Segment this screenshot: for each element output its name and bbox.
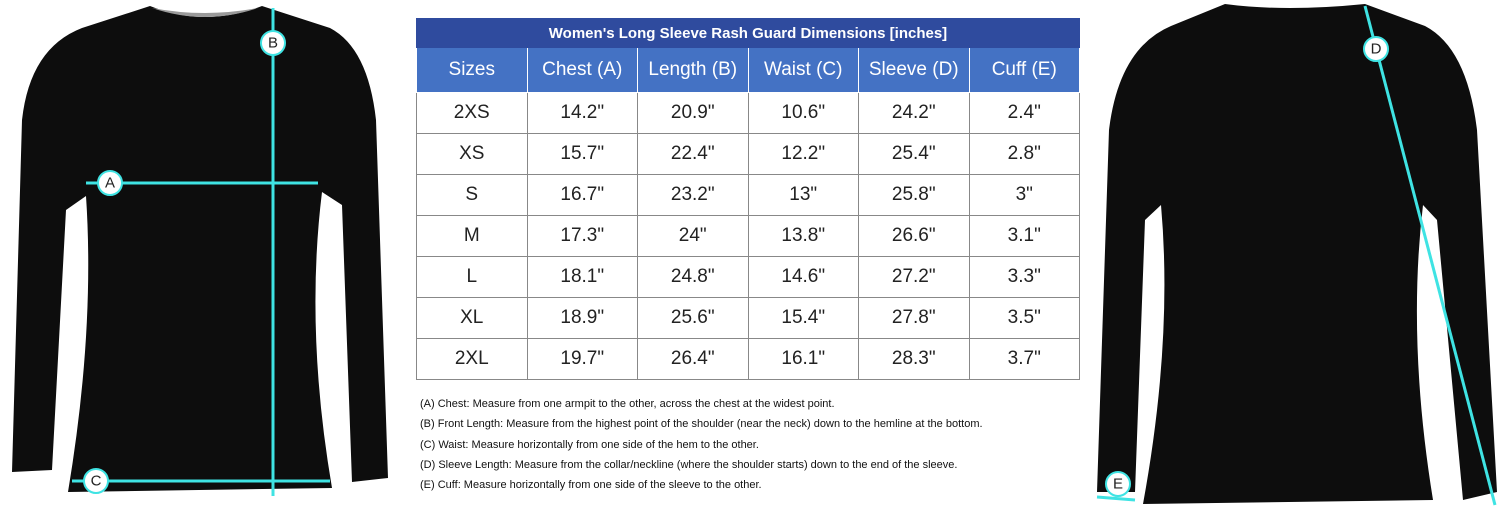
- table-cell: 2.8": [968, 133, 1080, 175]
- table-cell: 19.7": [526, 338, 638, 380]
- table-row: 2XS 14.2" 20.9" 10.6" 24.2" 2.4": [416, 92, 1080, 134]
- shirt-body: [12, 6, 388, 492]
- table-cell: 22.4": [637, 133, 749, 175]
- table-cell: 3": [968, 174, 1080, 216]
- table-row: XL 18.9" 25.6" 15.4" 27.8" 3.5": [416, 297, 1080, 339]
- label-text: B: [268, 35, 278, 52]
- table-cell: 13.8": [747, 215, 859, 257]
- table-cell: 3.5": [968, 297, 1080, 339]
- label-a: A: [97, 170, 123, 196]
- table-cell: 16.1": [747, 338, 859, 380]
- table-cell: L: [416, 256, 528, 298]
- table-cell: 12.2": [747, 133, 859, 175]
- column-header: Cuff (E): [968, 47, 1080, 93]
- table-cell: 23.2": [637, 174, 749, 216]
- label-text: A: [105, 175, 115, 192]
- label-text: E: [1113, 476, 1123, 493]
- header-row: Sizes Chest (A) Length (B) Waist (C) Sleeve …: [416, 47, 1080, 93]
- column-header: Length (B): [637, 47, 749, 93]
- note: (B) Front Length: Measure from the highe…: [420, 418, 983, 431]
- table-cell: 14.2": [526, 92, 638, 134]
- back-shirt: D E: [1096, 4, 1497, 506]
- label-text: C: [91, 473, 102, 490]
- table-cell: 16.7": [526, 174, 638, 216]
- table-body: 2XS 14.2" 20.9" 10.6" 24.2" 2.4" XS 15.7" 22.4" 1…: [416, 92, 1080, 380]
- shirt-body: [1097, 4, 1497, 504]
- table-cell: 14.6": [747, 256, 859, 298]
- table-cell: 20.9": [637, 92, 749, 134]
- table-cell: 2XL: [416, 338, 528, 380]
- table-cell: 28.3": [858, 338, 970, 380]
- table-cell: 15.7": [526, 133, 638, 175]
- sleeve-line: [1363, 5, 1497, 506]
- table-row: 2XL 19.7" 26.4" 16.1" 28.3" 3.7": [416, 338, 1080, 380]
- label-e: E: [1105, 471, 1131, 497]
- notes: (A) Chest: Measure from one armpit to th…: [420, 398, 983, 499]
- table-cell: 26.6": [858, 215, 970, 257]
- table-cell: 10.6": [747, 92, 859, 134]
- note: (C) Waist: Measure horizontally from one…: [420, 438, 759, 451]
- label-d: D: [1363, 36, 1389, 62]
- table-cell: 18.9": [526, 297, 638, 339]
- table-cell: 27.8": [858, 297, 970, 339]
- table-cell: 24.2": [858, 92, 970, 134]
- table-cell: 18.1": [526, 256, 638, 298]
- table-cell: XS: [416, 133, 528, 175]
- front-shirt: B A C: [12, 6, 388, 496]
- column-header: Chest (A): [526, 47, 638, 93]
- table-cell: 2.4": [968, 92, 1080, 134]
- table-cell: 25.6": [637, 297, 749, 339]
- column-header: Sleeve (D): [858, 47, 970, 93]
- table-cell: 15.4": [747, 297, 859, 339]
- note: (A) Chest: Measure from one armpit to th…: [420, 398, 835, 410]
- table-title: Women's Long Sleeve Rash Guard Dimension…: [416, 18, 1080, 48]
- table-cell: 3.7": [968, 338, 1080, 380]
- collar: [152, 8, 258, 17]
- table-cell: 2XS: [416, 92, 528, 134]
- table-row: M 17.3" 24" 13.8" 26.6" 3.1": [416, 215, 1080, 257]
- column-header: Waist (C): [747, 47, 859, 93]
- label-text: D: [1371, 41, 1382, 58]
- table-row: XS 15.7" 22.4" 12.2" 25.4" 2.8": [416, 133, 1080, 175]
- label-b: B: [260, 30, 286, 56]
- cuff-line: [1096, 495, 1136, 502]
- table-cell: 24.8": [637, 256, 749, 298]
- table-cell: XL: [416, 297, 528, 339]
- table-cell: M: [416, 215, 528, 257]
- table-cell: 3.3": [968, 256, 1080, 298]
- table-cell: S: [416, 174, 528, 216]
- table-cell: 25.8": [858, 174, 970, 216]
- table-cell: 26.4": [637, 338, 749, 380]
- note: (E) Cuff: Measure horizontally from one …: [420, 479, 762, 492]
- column-header: Sizes: [416, 47, 528, 93]
- label-c: C: [83, 468, 109, 494]
- table-cell: 24": [637, 215, 749, 257]
- table-cell: 17.3": [526, 215, 638, 257]
- table-cell: 27.2": [858, 256, 970, 298]
- table-row: S 16.7" 23.2" 13" 25.8" 3": [416, 174, 1080, 216]
- note: (D) Sleeve Length: Measure from the coll…: [420, 458, 958, 471]
- table-cell: 13": [747, 174, 859, 216]
- table-cell: 25.4": [858, 133, 970, 175]
- table-row: L 18.1" 24.8" 14.6" 27.2" 3.3": [416, 256, 1080, 298]
- table-cell: 3.1": [968, 215, 1080, 257]
- size-table: Women's Long Sleeve Rash Guard Dimension…: [416, 18, 1080, 380]
